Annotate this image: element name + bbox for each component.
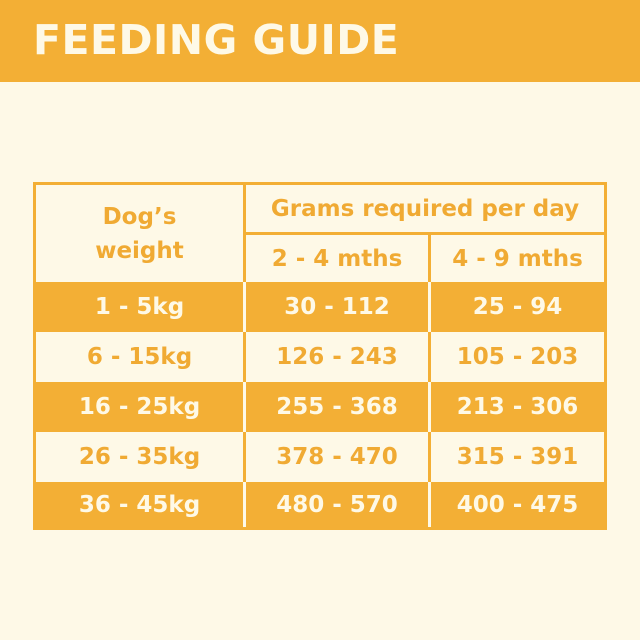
row-1-age-4-9: 25 - 94 (431, 282, 604, 332)
row-4-age-4-9: 315 - 391 (431, 432, 604, 482)
divider-col1-row2 (243, 332, 246, 382)
divider-col2-row5 (428, 482, 431, 527)
divider-col2-row2 (428, 332, 431, 382)
divider-subcolumn-header (428, 235, 431, 282)
header-dogs-weight: Dog’s weight (36, 185, 243, 282)
row-1-weight: 1 - 5kg (36, 282, 243, 332)
header-weight-line2: weight (95, 237, 184, 264)
row-3-age-4-9: 213 - 306 (431, 382, 604, 432)
header-grams-per-day: Grams required per day (246, 185, 604, 232)
row-2-weight: 6 - 15kg (36, 332, 243, 382)
divider-col2-row4 (428, 432, 431, 482)
divider-col2-row1 (428, 282, 431, 332)
divider-group-label (246, 232, 604, 235)
divider-col1-row5 (243, 482, 246, 527)
divider-col1-row3 (243, 382, 246, 432)
divider-col1-row1 (243, 282, 246, 332)
header-weight-line1: Dog’s (102, 203, 177, 230)
header-4-9-months: 4 - 9 mths (431, 235, 604, 282)
row-3-weight: 16 - 25kg (36, 382, 243, 432)
row-3-age-2-4: 255 - 368 (246, 382, 428, 432)
divider-weight-column-header (243, 185, 246, 282)
row-1-age-2-4: 30 - 112 (246, 282, 428, 332)
feeding-table: Dog’s weight Grams required per day 2 - … (33, 182, 607, 530)
divider-col2-row3 (428, 382, 431, 432)
row-4-age-2-4: 378 - 470 (246, 432, 428, 482)
header-2-4-months: 2 - 4 mths (246, 235, 428, 282)
row-2-age-4-9: 105 - 203 (431, 332, 604, 382)
row-2-age-2-4: 126 - 243 (246, 332, 428, 382)
row-5-age-4-9: 400 - 475 (431, 482, 604, 527)
row-5-weight: 36 - 45kg (36, 482, 243, 527)
row-5-age-2-4: 480 - 570 (246, 482, 428, 527)
divider-col1-row4 (243, 432, 246, 482)
header-banner: FEEDING GUIDE (0, 0, 640, 82)
page-title: FEEDING GUIDE (33, 16, 400, 64)
row-4-weight: 26 - 35kg (36, 432, 243, 482)
